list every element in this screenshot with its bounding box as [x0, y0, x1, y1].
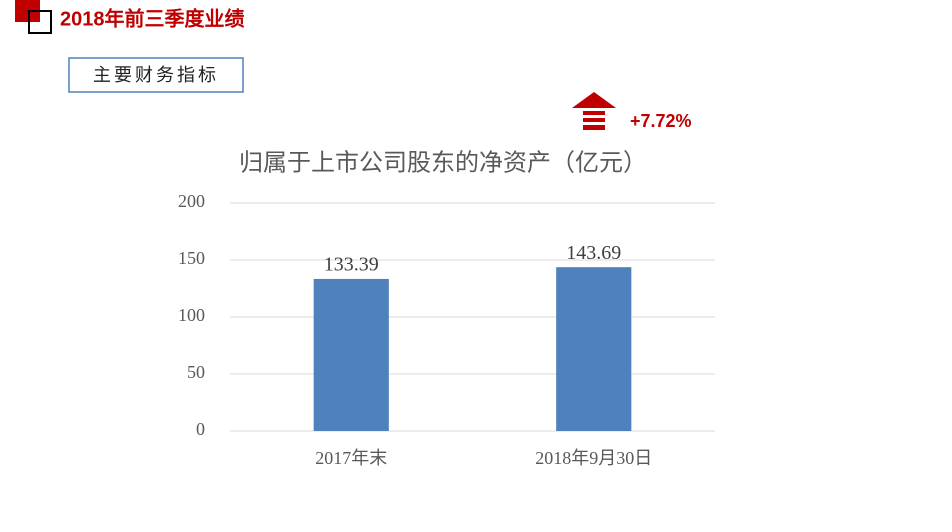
slide-title: 2018年前三季度业绩	[60, 6, 245, 30]
header-block	[15, 0, 40, 22]
x-tick-label: 2017年末	[315, 448, 387, 468]
section-box	[68, 57, 244, 93]
y-tick-label: 50	[187, 362, 205, 382]
value-label: 133.39	[324, 254, 379, 276]
bar	[556, 267, 632, 431]
x-tick-label: 2018年9月30日	[535, 448, 652, 468]
up-arrow-icon	[572, 92, 616, 130]
y-tick-label: 150	[178, 248, 205, 268]
section-label: 主要财务指标	[93, 65, 219, 85]
y-tick-label: 200	[178, 191, 205, 211]
y-tick-label: 100	[178, 305, 205, 325]
chart-title: 归属于上市公司股东的净资产（亿元）	[239, 150, 647, 177]
y-tick-label: 0	[196, 419, 205, 439]
value-label: 143.69	[566, 242, 621, 264]
growth-annotation: +7.72%	[630, 111, 692, 131]
header-outline	[28, 10, 52, 34]
bar	[313, 278, 389, 431]
